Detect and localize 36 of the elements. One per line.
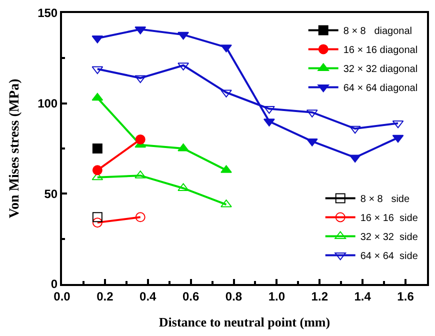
y-tick-label: 150 bbox=[38, 6, 58, 20]
point bbox=[178, 32, 190, 40]
x-tick-label: 0.0 bbox=[54, 289, 71, 304]
point bbox=[135, 134, 146, 144]
x-tick-label: 1.6 bbox=[397, 289, 414, 304]
x-tick-label: 1.0 bbox=[268, 289, 286, 304]
point bbox=[135, 212, 146, 222]
x-tick-label: 0.8 bbox=[225, 289, 242, 304]
point bbox=[392, 134, 404, 143]
point bbox=[134, 75, 146, 84]
y-tick-label: 0 bbox=[50, 277, 58, 292]
legend-label: 8 × 8 diagonal bbox=[343, 26, 412, 38]
x-tick-label: 1.2 bbox=[311, 289, 328, 304]
point bbox=[349, 154, 361, 163]
legend-label: 16 × 16 diagonal bbox=[343, 45, 418, 56]
legend-label: 64 × 64 side bbox=[360, 251, 418, 262]
x-tick-label: 0.2 bbox=[96, 289, 114, 304]
x-tick-label: 0.6 bbox=[182, 289, 200, 304]
legend-label: 16 × 16 side bbox=[360, 213, 418, 224]
x-tick-label: 1.4 bbox=[354, 289, 372, 304]
legend-label: 8 × 8 side bbox=[360, 194, 410, 206]
point bbox=[92, 218, 102, 228]
x-tick-label: 0.4 bbox=[140, 289, 157, 304]
point bbox=[92, 66, 104, 74]
point bbox=[92, 165, 102, 176]
point bbox=[392, 120, 404, 128]
legend-label: 64 × 64 diagonal bbox=[343, 83, 418, 94]
legend-label: 32 × 32 side bbox=[360, 232, 418, 244]
y-tick-label: 100 bbox=[38, 96, 58, 111]
y-tick-label: 50 bbox=[44, 186, 58, 201]
y-axis-title: Von Mises stress (MPa) bbox=[8, 78, 23, 218]
point bbox=[92, 212, 102, 222]
legend-label: 32 × 32 diagonal bbox=[343, 64, 418, 76]
point bbox=[92, 144, 102, 154]
x-axis-title: Distance to neutral point (mm) bbox=[158, 314, 330, 330]
point bbox=[349, 126, 361, 134]
